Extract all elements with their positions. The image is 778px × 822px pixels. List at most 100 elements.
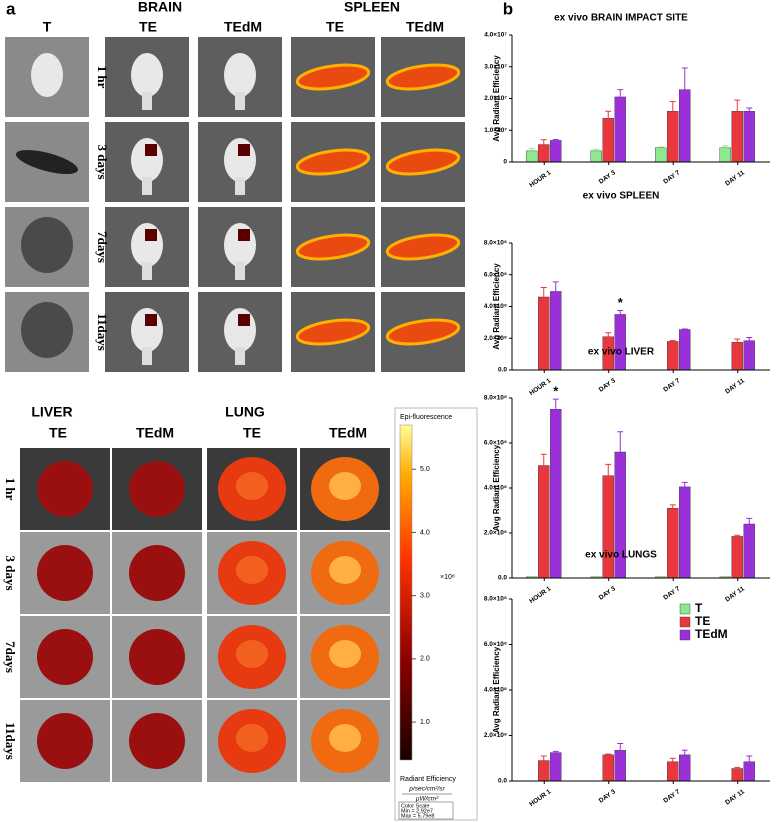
legend-label: T — [695, 601, 703, 615]
tissue — [235, 92, 245, 110]
scale-max: Max = 5.79e8 — [401, 813, 434, 819]
x-tick-label: DAY 11 — [724, 585, 746, 603]
column-header: TEdM — [136, 425, 174, 441]
tissue — [295, 233, 371, 261]
column-header: TEdM — [329, 425, 367, 441]
y-tick-label: 8.0×10⁸ — [484, 395, 507, 402]
bar — [538, 465, 550, 579]
tissue — [295, 148, 371, 176]
bar — [679, 89, 691, 163]
error-bar — [746, 336, 753, 341]
bar — [743, 340, 755, 371]
error-bar — [552, 138, 559, 141]
y-axis-label: Avg Radiant Efficiency — [492, 55, 501, 142]
tissue — [329, 724, 361, 752]
x-tick-label: DAY 11 — [724, 788, 746, 806]
y-tick-label: 8.0×10⁸ — [484, 596, 507, 603]
section-title: SPLEEN — [344, 0, 400, 15]
error-bar — [552, 750, 559, 753]
signal — [145, 314, 157, 326]
error-bar — [540, 139, 547, 145]
tissue — [37, 629, 93, 685]
error-bar — [540, 286, 547, 297]
tissue — [235, 177, 245, 195]
x-tick-label: DAY 7 — [662, 585, 681, 602]
axes — [511, 243, 770, 371]
bar — [667, 508, 679, 579]
bar — [614, 96, 626, 163]
y-tick-label: 4.0×10⁷ — [484, 32, 507, 39]
unit-top: p/sec/cm²/sr — [408, 786, 445, 793]
error-bar — [669, 340, 676, 342]
section-title: LIVER — [31, 404, 72, 420]
tissue — [329, 472, 361, 500]
y-tick-label: 0.0 — [498, 778, 507, 785]
bar — [743, 110, 755, 163]
y-tick-label: 2.0×10⁸ — [484, 732, 507, 739]
scale-title: Color Scale — [401, 803, 429, 809]
bar — [602, 475, 614, 579]
y-tick-label: 8.0×10⁸ — [484, 240, 507, 247]
colorbar-title: Epi-fluorescence — [400, 414, 452, 421]
colorbar-tick-label: 5.0 — [420, 466, 430, 473]
bar — [731, 536, 743, 579]
signal — [238, 144, 250, 156]
error-bar — [540, 755, 547, 761]
scale-box — [398, 801, 454, 820]
y-tick-label: 4.0×10⁸ — [484, 687, 507, 694]
error-bar — [528, 147, 535, 151]
signal — [145, 229, 157, 241]
tissue — [31, 53, 63, 97]
y-axis-label: Avg Radiant Efficiency — [492, 263, 501, 350]
tissue — [236, 472, 268, 500]
tissue — [329, 556, 361, 584]
y-tick-label: 4.0×10⁸ — [484, 485, 507, 492]
bar — [719, 147, 731, 163]
tissue — [329, 640, 361, 668]
y-tick-label: 6.0×10⁸ — [484, 641, 507, 648]
x-tick-label: DAY 7 — [662, 788, 681, 805]
bar — [550, 291, 562, 371]
x-tick-label: DAY 3 — [598, 585, 617, 602]
section-title: BRAIN — [138, 0, 182, 15]
x-tick-label: DAY 7 — [662, 169, 681, 186]
column-header: TE — [49, 425, 67, 441]
tissue — [236, 640, 268, 668]
legend-label: TE — [695, 614, 710, 628]
bar — [614, 750, 626, 782]
y-tick-label: 1.0×10⁷ — [484, 127, 507, 134]
scale-min: Min = 2.92e7 — [401, 808, 433, 814]
colorbar-tick-label: 2.0 — [420, 656, 430, 663]
column-header: TE — [326, 19, 344, 35]
panel-label: a — [6, 0, 16, 18]
bar — [602, 117, 614, 163]
tissue — [131, 53, 163, 97]
error-bar — [552, 398, 559, 410]
bar — [655, 147, 667, 163]
tissue — [385, 318, 461, 346]
colorbar — [399, 424, 413, 761]
y-tick-label: 6.0×10⁸ — [484, 440, 507, 447]
column-header: T — [43, 19, 52, 35]
colorbar-tick-label: 3.0 — [420, 593, 430, 600]
bar — [667, 341, 679, 371]
tissue — [129, 545, 185, 601]
tissue — [129, 461, 185, 517]
signal — [238, 314, 250, 326]
unit-title: Radiant Efficiency — [400, 776, 456, 783]
bar — [526, 150, 538, 163]
bar — [550, 140, 562, 163]
error-bar — [540, 453, 547, 466]
colorbar-frame — [394, 407, 478, 821]
column-header: TEdM — [406, 19, 444, 35]
y-tick-label: 3.0×10⁷ — [484, 63, 507, 70]
bar — [731, 110, 743, 163]
bar — [731, 768, 743, 782]
column-header: TE — [243, 425, 261, 441]
chart-title: ex vivo LIVER — [588, 347, 655, 358]
tissue — [129, 629, 185, 685]
row-label: 1 hr — [95, 66, 110, 89]
y-axis-label: Avg Radiant Efficiency — [492, 444, 501, 531]
